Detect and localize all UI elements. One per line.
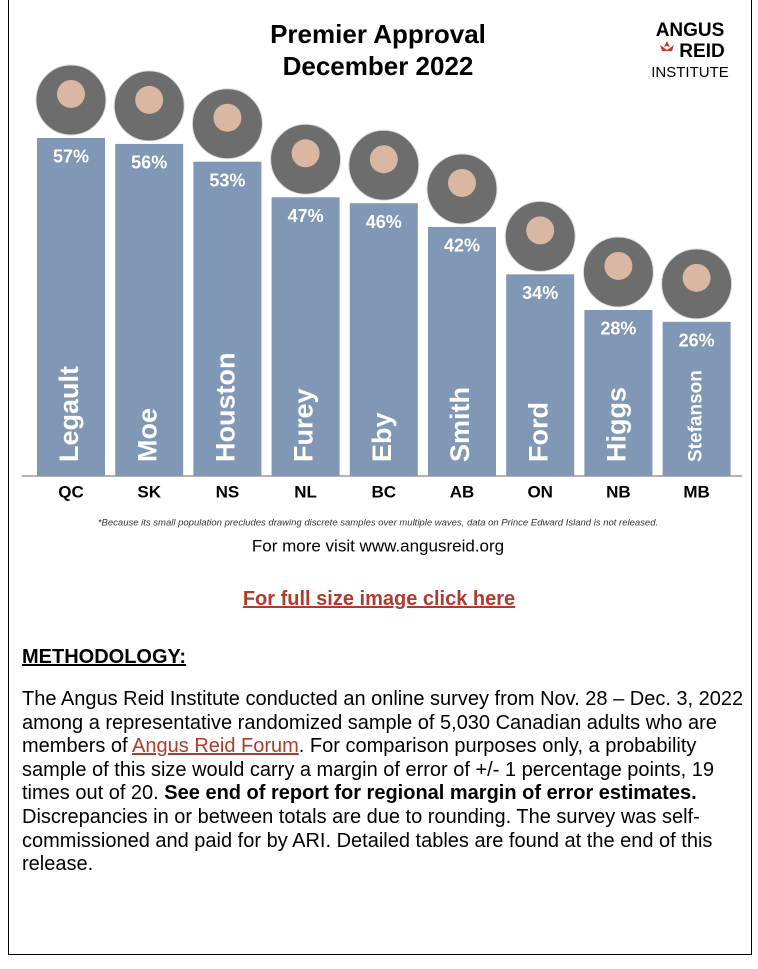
- page: Premier Approval December 2022 ANGUS REI…: [0, 0, 758, 969]
- value-label: 56%: [131, 153, 167, 173]
- value-label: 34%: [522, 283, 558, 303]
- portrait-face: [292, 139, 320, 167]
- x-tick-label: NL: [294, 482, 317, 501]
- portrait-face: [57, 80, 85, 108]
- portrait-face: [135, 86, 163, 114]
- value-label: 26%: [679, 331, 715, 351]
- frame-bottom: [8, 954, 752, 955]
- chart-subtitle: December 2022: [283, 51, 474, 81]
- portrait-face: [213, 104, 241, 132]
- methodology-text: The Angus Reid Institute conducted an on…: [22, 688, 750, 877]
- premier-name: Smith: [445, 387, 475, 462]
- value-label: 28%: [600, 319, 636, 339]
- full-size-link[interactable]: For full size image click here: [0, 588, 758, 611]
- premier-name: Moe: [132, 408, 162, 462]
- chart-title: Premier Approval: [270, 19, 486, 49]
- x-tick-label: MB: [683, 482, 709, 501]
- premier-name: Furey: [289, 388, 319, 462]
- x-tick-label: QC: [58, 482, 84, 501]
- value-label: 46%: [366, 212, 402, 232]
- footnote: *Because its small population precludes …: [98, 518, 658, 529]
- x-tick-label: SK: [137, 482, 161, 501]
- premier-name: Stefanson: [686, 370, 707, 462]
- x-tick-label: BC: [372, 482, 397, 501]
- value-label: 57%: [53, 147, 89, 167]
- value-label: 53%: [209, 170, 245, 190]
- text: Discrepancies in or between totals are d…: [22, 806, 712, 875]
- premier-name: Houston: [211, 353, 241, 462]
- logo-text: ANGUS: [656, 20, 725, 41]
- logo-text: INSTITUTE: [651, 64, 729, 81]
- source: For more visit www.angusreid.org: [252, 536, 504, 555]
- bold-text: See end of report for regional margin of…: [164, 782, 696, 804]
- portrait-face: [604, 252, 632, 280]
- x-tick-label: ON: [527, 482, 553, 501]
- forum-link[interactable]: Angus Reid Forum: [132, 735, 299, 757]
- premier-name: Eby: [367, 412, 397, 462]
- premier-name: Legault: [54, 366, 84, 462]
- premier-name: Ford: [523, 402, 553, 462]
- portrait-face: [370, 145, 398, 173]
- x-tick-label: AB: [450, 482, 475, 501]
- value-label: 42%: [444, 236, 480, 256]
- x-tick-label: NB: [606, 482, 631, 501]
- x-tick-label: NS: [216, 482, 240, 501]
- portrait-face: [683, 264, 711, 292]
- chart: Premier Approval December 2022 ANGUS REI…: [0, 0, 758, 570]
- logo-leaf: [660, 41, 674, 51]
- methodology-heading: METHODOLOGY:: [22, 646, 186, 669]
- logo-text: REID: [679, 41, 724, 62]
- portrait-face: [526, 216, 554, 244]
- portrait-face: [448, 169, 476, 197]
- premier-name: Higgs: [602, 387, 632, 462]
- value-label: 47%: [288, 206, 324, 226]
